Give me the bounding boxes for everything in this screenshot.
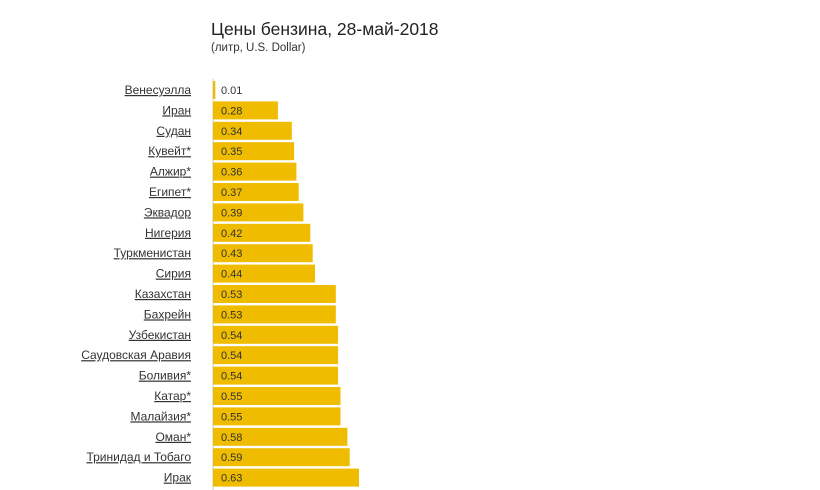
bar: [213, 285, 336, 303]
category-label[interactable]: Ирак: [164, 471, 192, 485]
category-label[interactable]: Узбекистан: [129, 328, 191, 342]
category-label[interactable]: Катар*: [154, 389, 191, 403]
category-label[interactable]: Малайзия*: [130, 409, 191, 423]
bar: [213, 101, 278, 120]
category-label[interactable]: Судан: [156, 124, 191, 138]
bar: [213, 264, 315, 283]
value-label: 0.53: [221, 309, 242, 321]
category-label[interactable]: Венесуэлла: [125, 83, 192, 97]
bar: [213, 244, 313, 263]
value-label: 0.34: [221, 126, 242, 138]
bar: [213, 81, 216, 99]
value-label: 0.42: [221, 228, 242, 240]
value-label: 0.35: [221, 146, 242, 158]
chart-subtitle: (литр, U.S. Dollar): [211, 42, 306, 54]
value-label: 0.63: [221, 473, 242, 485]
category-label[interactable]: Туркменистан: [114, 246, 191, 260]
bar: [213, 183, 299, 201]
bar: [213, 142, 295, 161]
bar: [213, 366, 339, 385]
value-label: 0.58: [221, 432, 242, 444]
value-label: 0.54: [221, 350, 242, 362]
value-label: 0.36: [221, 167, 242, 179]
category-label[interactable]: Тринидад и Тобаго: [86, 450, 191, 464]
value-label: 0.43: [221, 248, 242, 260]
bar: [213, 223, 311, 242]
value-label: 0.59: [221, 452, 242, 464]
category-label[interactable]: Иран: [162, 103, 191, 117]
value-label: 0.37: [221, 187, 242, 199]
bar: [213, 407, 341, 426]
category-label[interactable]: Бахрейн: [144, 307, 191, 321]
value-label: 0.54: [221, 330, 242, 342]
category-label[interactable]: Нигерия: [145, 226, 191, 240]
bar: [213, 387, 341, 405]
category-label[interactable]: Кувейт*: [148, 144, 191, 158]
bar: [213, 346, 339, 365]
chart-title: Цены бензина, 28-май-2018: [211, 19, 439, 39]
bar: [213, 305, 336, 324]
value-label: 0.39: [221, 207, 242, 219]
category-label[interactable]: Алжир*: [150, 165, 191, 179]
value-label: 0.55: [221, 411, 242, 423]
category-label[interactable]: Казахстан: [135, 287, 191, 301]
value-label: 0.54: [221, 371, 242, 383]
category-label[interactable]: Сирия: [156, 267, 191, 281]
bar: [213, 203, 304, 222]
bar: [213, 427, 348, 446]
category-label[interactable]: Саудовская Аравия: [81, 348, 191, 362]
bar: [213, 162, 297, 181]
category-label[interactable]: Египет*: [149, 185, 191, 199]
bar: [213, 121, 292, 140]
bar: [213, 468, 359, 487]
category-label[interactable]: Эквадор: [144, 205, 191, 219]
value-label: 0.44: [221, 269, 242, 281]
bar: [213, 448, 350, 467]
category-label[interactable]: Оман*: [155, 430, 191, 444]
value-label: 0.55: [221, 391, 242, 403]
value-label: 0.01: [221, 85, 242, 97]
bar: [213, 325, 339, 344]
value-label: 0.28: [221, 105, 242, 117]
category-label[interactable]: Боливия*: [139, 369, 192, 383]
value-label: 0.53: [221, 289, 242, 301]
